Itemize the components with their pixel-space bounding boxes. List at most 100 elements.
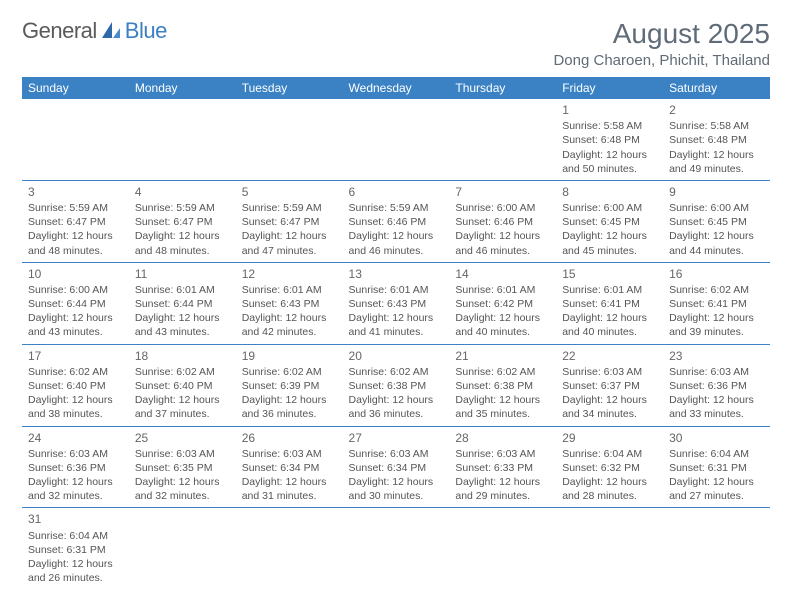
calendar-cell: 5Sunrise: 5:59 AMSunset: 6:47 PMDaylight… [236, 180, 343, 262]
day-number: 25 [135, 430, 230, 446]
daylight-line: Daylight: 12 hours and 30 minutes. [349, 475, 444, 503]
calendar-cell: 1Sunrise: 5:58 AMSunset: 6:48 PMDaylight… [556, 99, 663, 180]
calendar-cell: 11Sunrise: 6:01 AMSunset: 6:44 PMDayligh… [129, 262, 236, 344]
sunset-line: Sunset: 6:47 PM [28, 215, 123, 229]
sunrise-line: Sunrise: 6:01 AM [349, 283, 444, 297]
sunrise-line: Sunrise: 6:04 AM [669, 447, 764, 461]
sunset-line: Sunset: 6:47 PM [135, 215, 230, 229]
month-title: August 2025 [553, 18, 770, 50]
sunrise-line: Sunrise: 6:03 AM [28, 447, 123, 461]
day-header: Wednesday [343, 77, 450, 99]
sunrise-line: Sunrise: 5:58 AM [669, 119, 764, 133]
day-number: 18 [135, 348, 230, 364]
sunrise-line: Sunrise: 6:01 AM [455, 283, 550, 297]
daylight-line: Daylight: 12 hours and 34 minutes. [562, 393, 657, 421]
daylight-line: Daylight: 12 hours and 36 minutes. [349, 393, 444, 421]
sunset-line: Sunset: 6:48 PM [562, 133, 657, 147]
day-header: Tuesday [236, 77, 343, 99]
daylight-line: Daylight: 12 hours and 32 minutes. [28, 475, 123, 503]
daylight-line: Daylight: 12 hours and 42 minutes. [242, 311, 337, 339]
daylight-line: Daylight: 12 hours and 28 minutes. [562, 475, 657, 503]
sunset-line: Sunset: 6:34 PM [349, 461, 444, 475]
day-number: 7 [455, 184, 550, 200]
daylight-line: Daylight: 12 hours and 50 minutes. [562, 148, 657, 176]
day-number: 15 [562, 266, 657, 282]
daylight-line: Daylight: 12 hours and 29 minutes. [455, 475, 550, 503]
day-header: Friday [556, 77, 663, 99]
calendar-cell [129, 99, 236, 180]
calendar-cell: 20Sunrise: 6:02 AMSunset: 6:38 PMDayligh… [343, 344, 450, 426]
day-number: 23 [669, 348, 764, 364]
calendar-cell: 30Sunrise: 6:04 AMSunset: 6:31 PMDayligh… [663, 426, 770, 508]
logo-text-dark: General [22, 18, 97, 44]
day-number: 28 [455, 430, 550, 446]
calendar-cell: 2Sunrise: 5:58 AMSunset: 6:48 PMDaylight… [663, 99, 770, 180]
sunset-line: Sunset: 6:42 PM [455, 297, 550, 311]
calendar-cell [343, 99, 450, 180]
day-number: 17 [28, 348, 123, 364]
sunset-line: Sunset: 6:36 PM [28, 461, 123, 475]
day-number: 29 [562, 430, 657, 446]
day-number: 10 [28, 266, 123, 282]
day-number: 19 [242, 348, 337, 364]
daylight-line: Daylight: 12 hours and 38 minutes. [28, 393, 123, 421]
calendar-cell: 26Sunrise: 6:03 AMSunset: 6:34 PMDayligh… [236, 426, 343, 508]
calendar-cell [449, 99, 556, 180]
sunrise-line: Sunrise: 5:59 AM [242, 201, 337, 215]
sunset-line: Sunset: 6:44 PM [135, 297, 230, 311]
sunset-line: Sunset: 6:38 PM [349, 379, 444, 393]
calendar-cell: 12Sunrise: 6:01 AMSunset: 6:43 PMDayligh… [236, 262, 343, 344]
day-number: 6 [349, 184, 444, 200]
calendar-cell: 13Sunrise: 6:01 AMSunset: 6:43 PMDayligh… [343, 262, 450, 344]
daylight-line: Daylight: 12 hours and 31 minutes. [242, 475, 337, 503]
day-number: 26 [242, 430, 337, 446]
day-number: 5 [242, 184, 337, 200]
day-number: 31 [28, 511, 123, 527]
sunrise-line: Sunrise: 6:02 AM [135, 365, 230, 379]
logo-text-blue: Blue [125, 18, 167, 44]
daylight-line: Daylight: 12 hours and 35 minutes. [455, 393, 550, 421]
sunset-line: Sunset: 6:38 PM [455, 379, 550, 393]
day-header: Saturday [663, 77, 770, 99]
calendar-cell [663, 508, 770, 589]
daylight-line: Daylight: 12 hours and 43 minutes. [28, 311, 123, 339]
sunrise-line: Sunrise: 6:02 AM [349, 365, 444, 379]
sunset-line: Sunset: 6:31 PM [669, 461, 764, 475]
sunrise-line: Sunrise: 6:03 AM [455, 447, 550, 461]
sunrise-line: Sunrise: 5:59 AM [135, 201, 230, 215]
calendar-cell: 31Sunrise: 6:04 AMSunset: 6:31 PMDayligh… [22, 508, 129, 589]
calendar-cell: 19Sunrise: 6:02 AMSunset: 6:39 PMDayligh… [236, 344, 343, 426]
calendar-cell: 16Sunrise: 6:02 AMSunset: 6:41 PMDayligh… [663, 262, 770, 344]
sunset-line: Sunset: 6:44 PM [28, 297, 123, 311]
calendar-cell: 8Sunrise: 6:00 AMSunset: 6:45 PMDaylight… [556, 180, 663, 262]
day-number: 30 [669, 430, 764, 446]
calendar-cell: 9Sunrise: 6:00 AMSunset: 6:45 PMDaylight… [663, 180, 770, 262]
day-number: 9 [669, 184, 764, 200]
daylight-line: Daylight: 12 hours and 37 minutes. [135, 393, 230, 421]
daylight-line: Daylight: 12 hours and 48 minutes. [28, 229, 123, 257]
sunrise-line: Sunrise: 6:02 AM [455, 365, 550, 379]
calendar-cell: 24Sunrise: 6:03 AMSunset: 6:36 PMDayligh… [22, 426, 129, 508]
sunset-line: Sunset: 6:31 PM [28, 543, 123, 557]
sunrise-line: Sunrise: 6:03 AM [669, 365, 764, 379]
calendar-cell: 23Sunrise: 6:03 AMSunset: 6:36 PMDayligh… [663, 344, 770, 426]
sunset-line: Sunset: 6:45 PM [562, 215, 657, 229]
sunset-line: Sunset: 6:45 PM [669, 215, 764, 229]
day-number: 3 [28, 184, 123, 200]
daylight-line: Daylight: 12 hours and 33 minutes. [669, 393, 764, 421]
daylight-line: Daylight: 12 hours and 39 minutes. [669, 311, 764, 339]
sunrise-line: Sunrise: 6:00 AM [669, 201, 764, 215]
sunrise-line: Sunrise: 6:04 AM [562, 447, 657, 461]
day-header: Sunday [22, 77, 129, 99]
daylight-line: Daylight: 12 hours and 44 minutes. [669, 229, 764, 257]
day-header: Monday [129, 77, 236, 99]
daylight-line: Daylight: 12 hours and 47 minutes. [242, 229, 337, 257]
calendar-cell: 17Sunrise: 6:02 AMSunset: 6:40 PMDayligh… [22, 344, 129, 426]
sunrise-line: Sunrise: 5:59 AM [349, 201, 444, 215]
sunset-line: Sunset: 6:43 PM [242, 297, 337, 311]
sunset-line: Sunset: 6:33 PM [455, 461, 550, 475]
sunset-line: Sunset: 6:32 PM [562, 461, 657, 475]
day-number: 14 [455, 266, 550, 282]
sunset-line: Sunset: 6:37 PM [562, 379, 657, 393]
sunrise-line: Sunrise: 6:01 AM [242, 283, 337, 297]
